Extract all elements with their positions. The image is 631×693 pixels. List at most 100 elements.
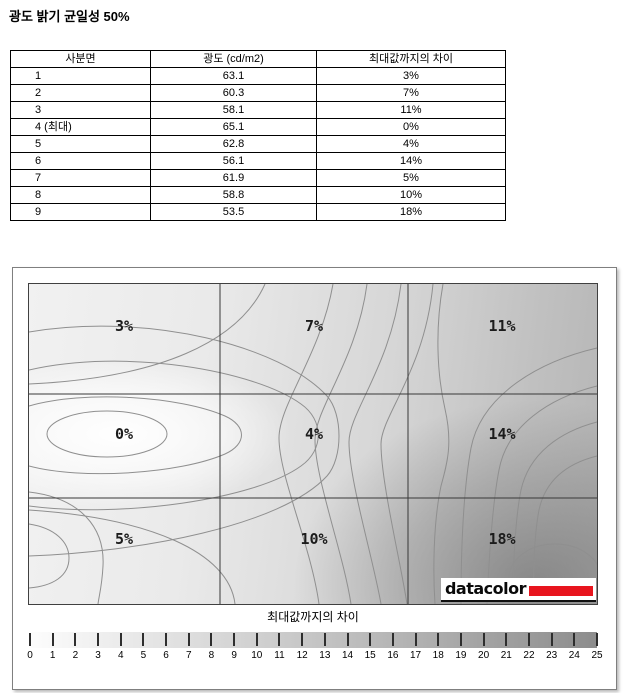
colorbar-tick xyxy=(301,633,304,646)
colorbar-tick xyxy=(51,633,54,646)
colorbar-tick xyxy=(391,633,394,646)
contour-cell-label: 11% xyxy=(488,317,516,335)
colorbar-tick-label: 20 xyxy=(478,650,490,661)
table-row: 9 53.5 18% xyxy=(10,203,506,221)
colorbar-tick xyxy=(210,633,213,646)
colorbar-tick-label: 0 xyxy=(27,650,33,661)
colorbar-tick xyxy=(369,633,372,646)
colorbar-tick-label: 14 xyxy=(341,650,354,661)
table-cell: 4% xyxy=(316,135,506,153)
col-header-quadrant: 사분면 xyxy=(10,50,151,68)
table-cell: 10% xyxy=(316,186,506,204)
uniformity-table: 사분면 광도 (cd/m2) 최대값까지의 차이 1 63.1 3% 2 60.3 7% 3… xyxy=(10,50,506,221)
table-row: 8 58.8 10% xyxy=(10,186,506,204)
colorbar-tick xyxy=(550,633,553,646)
colorbar-tick xyxy=(596,633,598,646)
colorbar-tick-label: 4 xyxy=(117,650,124,661)
datacolor-logo: datacolor xyxy=(440,578,596,602)
colorbar-tick-label: 11 xyxy=(274,650,285,661)
contour-lines-svg xyxy=(29,284,597,604)
colorbar-tick-label: 10 xyxy=(251,650,263,661)
colorbar-tick xyxy=(165,633,168,646)
table-cell: 5 xyxy=(10,135,151,153)
colorbar-tick-label: 24 xyxy=(568,650,580,661)
table-cell: 53.5 xyxy=(150,203,317,221)
plot-grid-lines xyxy=(29,284,597,604)
table-cell: 65.1 xyxy=(150,118,317,136)
contour-cell-label: 0% xyxy=(114,425,134,443)
col-header-difference: 최대값까지의 차이 xyxy=(316,50,506,68)
table-cell: 56.1 xyxy=(150,152,317,170)
table-cell: 6 xyxy=(10,152,151,170)
table-body: 1 63.1 3% 2 60.3 7% 3 58.1 11% 4 (최대) 65.1 0% 5 62.8 4… xyxy=(10,67,506,221)
table-row: 7 61.9 5% xyxy=(10,169,506,187)
colorbar-tick-label: 12 xyxy=(296,650,308,661)
colorbar-tick-label: 13 xyxy=(319,650,331,661)
colorbar-gradient xyxy=(29,632,598,648)
table-cell: 3% xyxy=(316,67,506,85)
colorbar-tick xyxy=(414,633,417,646)
colorbar-tick-label: 1 xyxy=(49,650,56,661)
colorbar-tick xyxy=(323,633,326,646)
contour-lines xyxy=(29,284,597,604)
table-cell: 2 xyxy=(10,84,151,102)
contour-cell-label: 3% xyxy=(114,317,134,335)
colorbar-tick xyxy=(505,633,508,646)
table-header-row: 사분면 광도 (cd/m2) 최대값까지의 차이 xyxy=(10,50,506,68)
table-cell: 0% xyxy=(316,118,506,136)
table-cell: 9 xyxy=(10,203,151,221)
colorbar-tick xyxy=(437,633,440,646)
colorbar-tick xyxy=(482,633,485,646)
table-cell: 61.9 xyxy=(150,169,317,187)
page-title: 광도 밝기 균일성 50% xyxy=(9,9,130,24)
table-cell: 60.3 xyxy=(150,84,317,102)
colorbar-tick xyxy=(278,633,281,646)
datacolor-logo-red-bar xyxy=(529,586,593,596)
colorbar-tick xyxy=(233,633,236,646)
colorbar-tick-label: 2 xyxy=(72,650,79,661)
table-cell: 7% xyxy=(316,84,506,102)
table-cell: 8 xyxy=(10,186,151,204)
contour-cell-label: 10% xyxy=(300,530,328,548)
colorbar-tick-label: 7 xyxy=(185,650,192,661)
colorbar-caption: 최대값까지의 차이 xyxy=(267,610,359,624)
table-cell: 63.1 xyxy=(150,67,317,85)
colorbar-tick-label: 6 xyxy=(163,650,169,661)
table-cell: 58.1 xyxy=(150,101,317,119)
table-cell: 1 xyxy=(10,67,151,85)
table-row: 4 (최대) 65.1 0% xyxy=(10,118,506,136)
colorbar-tick xyxy=(142,633,145,646)
colorbar-tick xyxy=(527,633,530,646)
contour-cell-label: 18% xyxy=(488,530,516,548)
colorbar-tick-label: 19 xyxy=(455,650,467,661)
colorbar-tick xyxy=(187,633,190,646)
colorbar-tick-label: 3 xyxy=(95,650,101,661)
table-cell: 18% xyxy=(316,203,506,221)
colorbar-tick xyxy=(346,633,349,646)
table-row: 2 60.3 7% xyxy=(10,84,506,102)
table-row: 3 58.1 11% xyxy=(10,101,506,119)
table-row: 1 63.1 3% xyxy=(10,67,506,85)
colorbar-tick-label: 22 xyxy=(523,650,535,661)
colorbar-tick xyxy=(459,633,462,646)
table-row: 6 56.1 14% xyxy=(10,152,506,170)
colorbar-tick xyxy=(255,633,258,646)
table-cell: 62.8 xyxy=(150,135,317,153)
colorbar-tick xyxy=(573,633,576,646)
contour-cell-label: 7% xyxy=(304,317,324,335)
contour-cell-label: 5% xyxy=(114,530,134,548)
colorbar-tick-label: 23 xyxy=(546,650,558,661)
colorbar-tick-labels: 0 1 2 3 4 5 6 7 8 9 10 11 12 13 14 15 16 17 18 19 20 21 22 23 24… xyxy=(27,650,602,663)
contour-cell-label: 14% xyxy=(488,425,516,443)
colorbar-tick-label: 9 xyxy=(231,650,237,661)
colorbar-tick-label: 5 xyxy=(140,650,147,661)
table-cell: 11% xyxy=(316,101,506,119)
colorbar-tick xyxy=(119,633,122,646)
contour-panel: 3% 7% 11% 0% 4% 14% 5% 10% 18% datacolor 최대값까지의 … xyxy=(12,267,617,690)
colorbar-tick-label: 15 xyxy=(364,650,376,661)
colorbar-tick-label: 21 xyxy=(500,650,512,661)
datacolor-logo-text: datacolor xyxy=(444,579,527,598)
table-cell: 3 xyxy=(10,101,151,119)
colorbar-tick-label: 25 xyxy=(591,650,603,661)
colorbar-tick-label: 18 xyxy=(432,650,444,661)
